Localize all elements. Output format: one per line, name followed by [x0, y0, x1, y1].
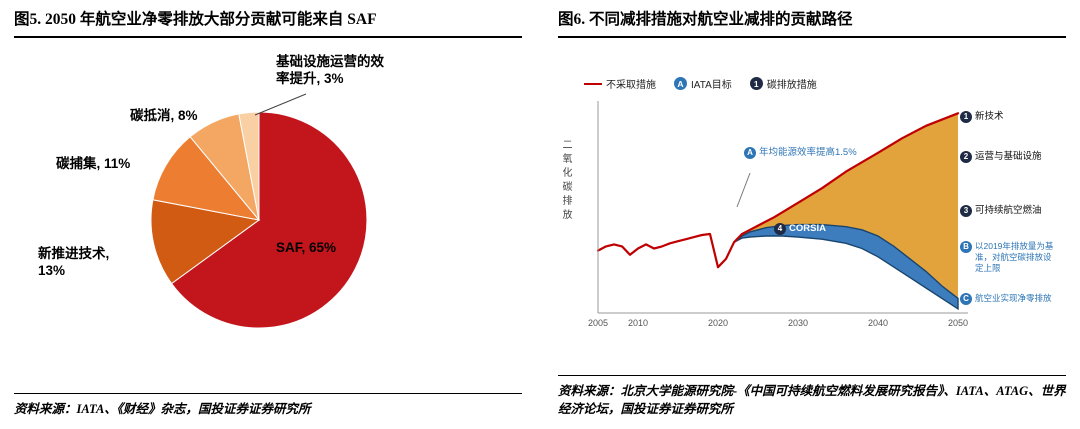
blue-circle-icon: A — [674, 77, 687, 91]
figure6-source: 资料来源：北京大学能源研究院-《中国可持续航空燃料发展研究报告》、IATA、AT… — [558, 374, 1066, 420]
figure6-title: 图6. 不同减排措施对航空业减排的贡献路径 — [558, 8, 1066, 39]
circle-4-icon: 4 — [774, 223, 786, 236]
figure6-panel: 图6. 不同减排措施对航空业减排的贡献路径 不采取措施 A IATA目标 1 碳… — [558, 8, 1066, 419]
annotation-net-zero: C 航空业实现净零排放 — [960, 293, 1058, 306]
legend-label: 碳排放措施 — [766, 80, 817, 92]
red-line-icon — [584, 82, 602, 85]
svg-text:2040: 2040 — [868, 318, 888, 328]
svg-text:2050: 2050 — [948, 318, 968, 328]
annotation-new-tech: 1 新技术 — [960, 111, 1060, 124]
pie-label-offsets: 碳抵消, 8% — [130, 108, 198, 124]
annotation-text: 年均能源效率提高1.5% — [759, 147, 857, 159]
pie-svg — [150, 93, 368, 329]
svg-text:2005: 2005 — [588, 318, 608, 328]
pie-label-propulsion: 新推进技术, 13% — [38, 246, 110, 279]
annotation-cap-2019: B 以2019年排放量为基准，对航空碳排放设定上限 — [960, 241, 1058, 274]
annotation-text: 运营与基础设施 — [975, 151, 1042, 163]
figure5-title: 图5. 2050 年航空业净零排放大部分贡献可能来自 SAF — [14, 8, 522, 39]
pie-label-saf: SAF, 65% — [276, 240, 337, 256]
y-axis-label: 二氧化碳排放 — [560, 139, 571, 224]
circle-3-icon: 3 — [960, 205, 972, 218]
annotation-text: 航空业实现净零排放 — [975, 293, 1052, 304]
dark-circle-icon: 1 — [749, 77, 763, 91]
area-svg: 2005 2010 2020 2030 2040 2050 — [588, 101, 968, 328]
legend-label: IATA目标 — [691, 80, 732, 92]
svg-text:2010: 2010 — [628, 318, 648, 328]
circle-b-icon: B — [960, 241, 972, 254]
figure5-panel: 图5. 2050 年航空业净零排放大部分贡献可能来自 SAF 基础设施运营的效率… — [14, 8, 522, 419]
annotation-text: CORSIA — [789, 223, 826, 235]
legend-label: 不采取措施 — [606, 80, 656, 92]
annotation-corsia: 4 CORSIA — [774, 223, 826, 236]
circle-a-icon: A — [744, 147, 756, 160]
pie-label-infrastructure: 基础设施运营的效率提升, 3% — [276, 54, 384, 87]
legend-item-iata-target: A IATA目标 — [674, 76, 732, 91]
annotation-operations: 2 运营与基础设施 — [960, 151, 1060, 164]
legend-item-no-action: 不采取措施 — [584, 76, 656, 91]
chart-legend: 不采取措施 A IATA目标 1 碳排放措施 — [584, 76, 1066, 91]
annotation-saf: 3 可持续航空燃油 — [960, 205, 1060, 218]
svg-text:2030: 2030 — [788, 318, 808, 328]
annotation-text: 可持续航空燃油 — [975, 205, 1042, 217]
svg-text:2020: 2020 — [708, 318, 728, 328]
circle-c-icon: C — [960, 293, 972, 306]
annotation-text: 以2019年排放量为基准，对航空碳排放设定上限 — [975, 241, 1054, 274]
pie-chart: 基础设施运营的效率提升, 3% 碳抵消, 8% 碳捕集, 11% 新推进技术, … — [14, 48, 522, 370]
annotation-text: 新技术 — [975, 111, 1004, 123]
figure5-source: 资料来源：IATA、《财经》杂志，国投证券证券研究所 — [14, 393, 522, 419]
emissions-chart: 二氧化碳排放 2005 2010 2020 2030 2040 2050 A 年均能源效率… — [558, 95, 1066, 335]
legend-item-measures: 1 碳排放措施 — [749, 76, 817, 92]
annotation-energy-efficiency: A 年均能源效率提高1.5% — [744, 147, 857, 160]
circle-2-icon: 2 — [960, 151, 972, 164]
circle-1-icon: 1 — [960, 111, 972, 124]
pie-label-capture: 碳捕集, 11% — [56, 156, 131, 172]
